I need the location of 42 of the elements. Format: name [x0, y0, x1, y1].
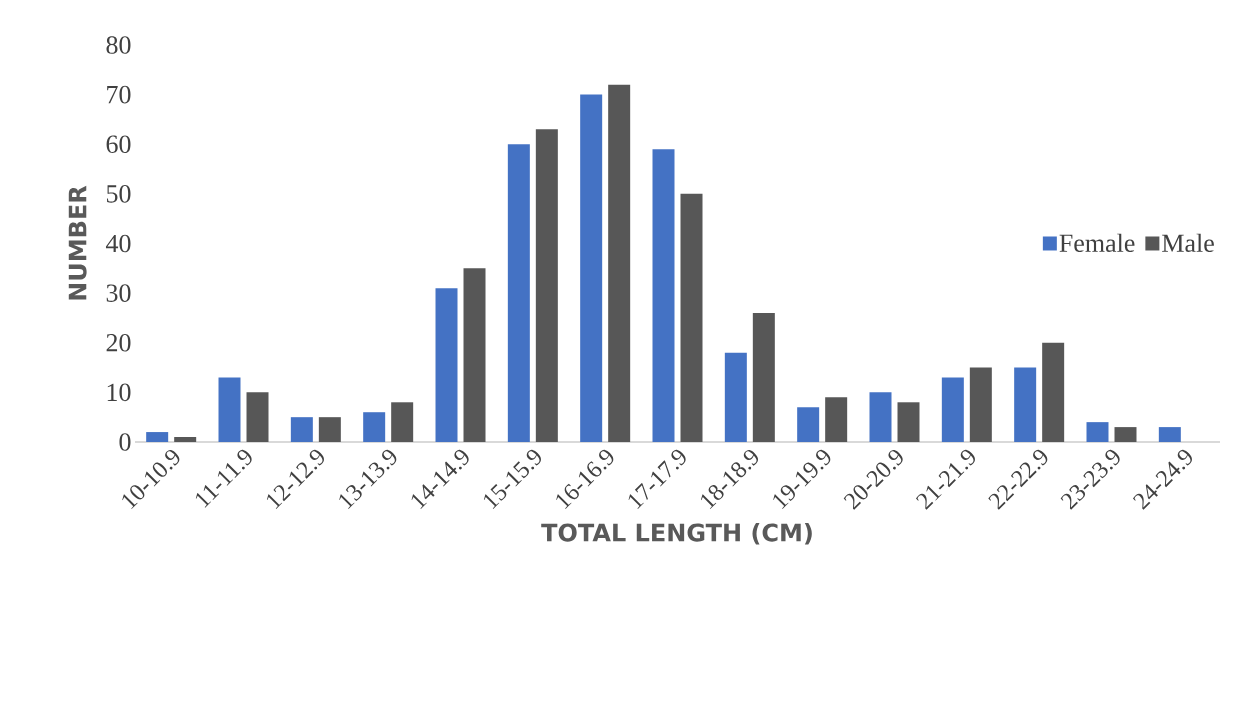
- bar: [825, 397, 848, 442]
- bar: [897, 402, 920, 442]
- x-axis-title: TOTAL LENGTH (CM): [541, 523, 812, 545]
- bar: [652, 149, 675, 442]
- bar: [146, 432, 169, 442]
- bar: [724, 352, 747, 442]
- bar: [1086, 422, 1109, 442]
- y-tick-label: 30: [106, 284, 131, 302]
- bar: [969, 367, 992, 442]
- bar: [680, 193, 703, 442]
- bar: [797, 407, 820, 442]
- bar: [608, 84, 631, 442]
- y-tick-label: 60: [106, 135, 131, 154]
- bar: [1158, 427, 1181, 442]
- y-tick-label: 50: [106, 185, 131, 203]
- y-axis-title: NUMBER: [68, 185, 87, 300]
- bar: [290, 417, 313, 442]
- bar: [246, 392, 269, 442]
- y-tick-label: 20: [106, 333, 131, 352]
- y-tick-label: 70: [107, 85, 131, 104]
- legend-label: Female: [1059, 233, 1135, 253]
- bar: [580, 94, 603, 442]
- y-tick-label: 80: [106, 36, 131, 54]
- bar: [435, 288, 458, 442]
- bar: [507, 144, 530, 442]
- bar: [363, 412, 386, 442]
- bar: [318, 417, 341, 442]
- bar: [752, 312, 775, 442]
- legend-label: Male: [1162, 233, 1214, 253]
- bar: [1014, 367, 1037, 442]
- bar: [391, 402, 414, 442]
- y-tick-label: 10: [107, 383, 131, 402]
- bar: [941, 377, 964, 442]
- bar: [535, 129, 558, 442]
- bar: [218, 377, 241, 442]
- bar: [463, 268, 486, 442]
- bar: [1042, 342, 1065, 442]
- y-tick-label: 40: [105, 234, 131, 253]
- bar: [1114, 427, 1137, 442]
- bar: [174, 437, 197, 442]
- y-tick-label: 0: [119, 433, 131, 451]
- bar: [869, 392, 892, 442]
